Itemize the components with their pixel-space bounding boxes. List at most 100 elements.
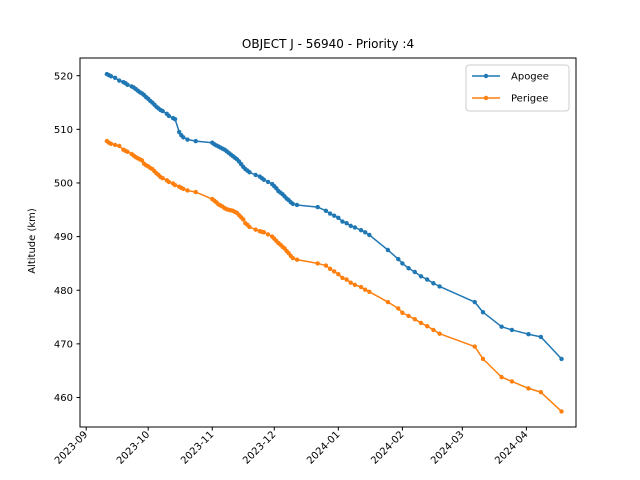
apogee-point [509,327,515,333]
perigee-point [241,217,246,222]
apogee-point [327,211,333,216]
apogee-point [385,247,391,253]
perigee-point [112,142,118,148]
apogee-point [247,170,252,175]
apogee-point [261,177,267,182]
apogee-point [294,202,300,208]
perigee-point [166,179,172,185]
apogee-point [472,299,477,305]
apogee-point [406,266,411,271]
apogee-point [367,232,372,238]
apogee-point [526,332,531,337]
apogee-point [340,219,345,224]
apogee-point [177,129,182,135]
perigee-point [253,227,258,232]
perigee-point [499,374,504,380]
y-tick-label: 460 [54,393,73,404]
apogee-point [253,172,258,178]
perigee-point [526,386,531,391]
apogee-point [363,230,368,235]
perigee-point [336,271,341,277]
apogee-legend-marker [483,73,489,79]
apogee-point [396,256,401,262]
apogee-legend-label: Apogee [511,72,549,83]
apogee-point [185,137,190,142]
perigee-point [265,232,271,237]
perigee-point [125,149,130,155]
perigee-point [437,331,442,336]
apogee-point [425,277,430,282]
apogee-point [117,78,122,83]
perigee-point [418,320,424,326]
apogee-point [108,74,114,79]
y-tick-label: 480 [54,286,73,297]
perigee-point [480,356,486,362]
apogee-point [437,284,442,289]
apogee-point [166,113,172,119]
perigee-point [352,282,358,288]
apogee-point [332,213,337,218]
apogee-point [358,227,364,233]
perigee-point [247,224,252,230]
apogee-point [538,334,544,340]
apogee-point [323,208,329,214]
apogee-point [336,215,341,221]
plot-area-frame [79,57,577,428]
perigee-point [344,277,349,282]
perigee-point [117,143,122,149]
y-tick-label: 510 [54,125,73,136]
y-tick-label: 470 [54,339,73,350]
perigee-point [412,317,417,322]
perigee-legend-marker [483,95,489,101]
chart-title: OBJECT J - 56940 - Priority :4 [242,37,414,51]
perigee-point [160,175,165,181]
perigee-point [431,327,436,333]
perigee-point [315,261,320,266]
perigee-point [294,257,300,262]
perigee-point [193,189,198,195]
perigee-point [472,344,477,349]
y-tick-label: 490 [54,232,73,243]
apogee-point [412,269,417,275]
apogee-point [181,135,186,140]
perigee-point [559,409,564,414]
perigee-point [139,158,145,163]
perigee-point [323,263,329,268]
perigee-point [363,287,368,292]
perigee-point [425,323,430,329]
apogee-point [418,274,424,279]
perigee-point [108,141,114,147]
legend: Apogee Perigee [465,64,570,112]
perigee-point [327,266,333,271]
y-axis: 460 470 480 490 500 510 520 [54,71,80,404]
apogee-point [125,82,130,88]
apogee-point [431,281,436,286]
perigee-point [340,275,345,281]
apogee-point [499,324,504,329]
apogee-point [193,138,198,144]
perigee-point [261,230,267,235]
apogee-point [400,261,405,266]
perigee-point [358,284,364,290]
perigee-point [400,310,405,315]
apogee-point [265,179,271,185]
apogee-point [315,204,320,210]
y-tick-label: 520 [54,71,73,82]
apogee-point [160,108,165,114]
series-layer [104,71,564,414]
perigee-point [509,379,515,384]
apogee-point [172,116,178,122]
perigee-point [538,389,544,395]
perigee-point [185,188,190,193]
perigee-point [367,289,372,295]
perigee-point [332,269,337,274]
apogee-point [344,220,349,226]
perigee-point [396,306,401,311]
y-axis-label: Altitude (km) [27,208,38,274]
perigee-point [385,299,391,305]
apogee-point [348,223,353,229]
perigee-point [290,255,296,261]
perigee-legend-label: Perigee [511,94,548,105]
y-tick-label: 500 [54,179,73,190]
